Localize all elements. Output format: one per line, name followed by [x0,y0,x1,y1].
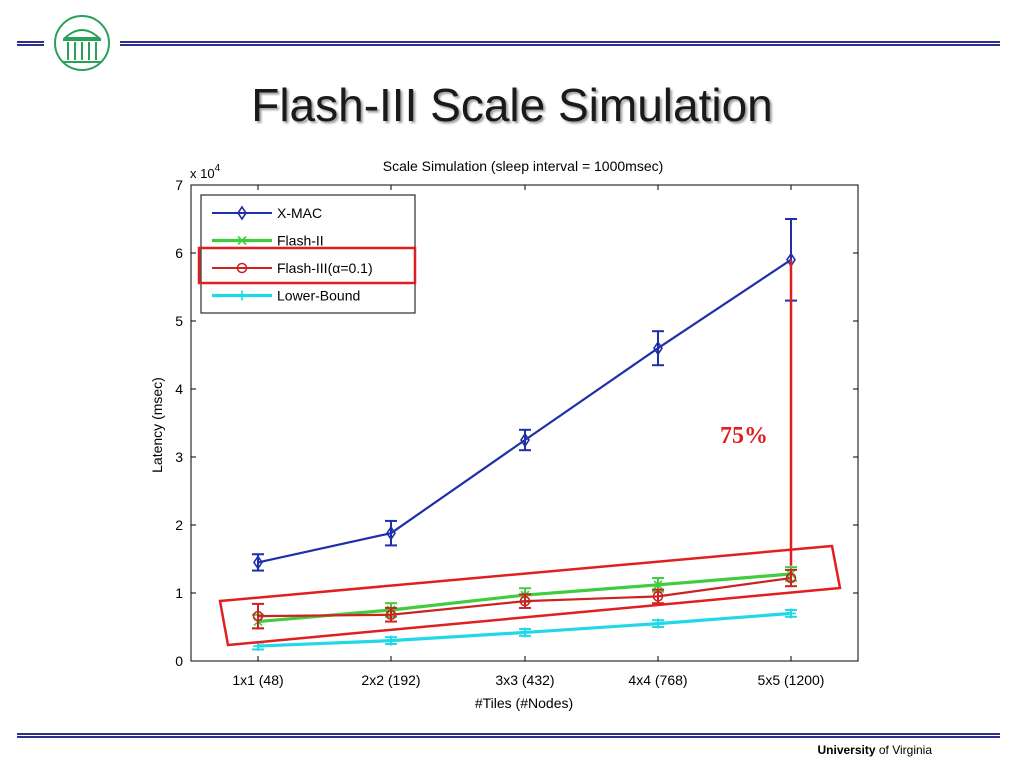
x-axis-label: #Tiles (#Nodes) [475,695,573,711]
y-tick-label: 1 [175,585,183,601]
data-point [652,591,664,602]
data-point [519,595,531,607]
data-point [386,525,396,541]
x-tick-label: 5x5 (1200) [758,672,825,688]
y-tick-label: 4 [175,381,183,397]
data-point [520,432,530,448]
flash-series-highlight-box [218,544,842,647]
highlight-boxes: 75% [197,246,842,647]
footer-bold-text: University [817,743,876,757]
y-multiplier: x 104 [190,163,221,181]
legend-label: Lower-Bound [277,288,360,304]
data-point [653,580,663,590]
y-tick-label: 0 [175,653,183,669]
legend-marker [236,262,248,274]
y-tick-label: 5 [175,313,183,329]
header-rule-right [120,41,1000,46]
data-point [786,608,796,619]
data-point [385,609,397,621]
series-flash-iii-0-1 [252,568,797,630]
footer-rest-text: of Virginia [875,743,932,757]
legend-entry: Lower-Bound [212,288,360,304]
x-tick-label: 3x3 (432) [495,672,554,688]
legend-highlight-box [197,246,417,285]
chart-title: Scale Simulation (sleep interval = 1000m… [383,158,664,174]
y-multiplier-exp: 4 [215,163,221,174]
footer-institution: University of Virginia [817,743,932,757]
legend-entry: Flash-II [212,233,324,249]
legend-box [200,194,416,314]
data-point [253,554,263,570]
y-tick-label: 3 [175,449,183,465]
data-point [252,610,264,622]
legend-label: X-MAC [277,205,322,221]
data-point [386,635,396,646]
legend-entry: Flash-III(α=0.1) [212,260,373,276]
legend-label: Flash-II [277,233,324,249]
legend-label: Flash-III(α=0.1) [277,260,373,276]
y-multiplier-base: x 10 [190,166,215,181]
university-rotunda-logo [54,15,110,71]
annotation-label: 75% [720,423,768,449]
data-point [653,340,663,356]
slide-title: Flash-III Scale Simulation [251,79,773,131]
legend-marker [237,290,247,301]
y-tick-label: 6 [175,245,183,261]
x-tick-label: 4x4 (768) [628,672,687,688]
legend-entry: X-MAC [212,205,322,221]
y-tick-label: 7 [175,177,183,193]
legend-marker [237,205,247,221]
data-point [653,618,663,629]
series-x-mac [252,218,797,572]
data-point [785,572,797,584]
data-point [520,627,530,638]
header-rule-left [17,41,44,46]
legend-marker [237,235,247,246]
footer-rule [17,733,1000,738]
x-tick-label: 1x1 (48) [232,672,283,688]
y-axis-label: Latency (msec) [149,377,165,473]
y-tick-label: 2 [175,517,183,533]
legend: X-MAC Flash-II Flash-III(α=0.1) Lower-Bound [200,194,416,314]
x-tick-label: 2x2 (192) [361,672,420,688]
